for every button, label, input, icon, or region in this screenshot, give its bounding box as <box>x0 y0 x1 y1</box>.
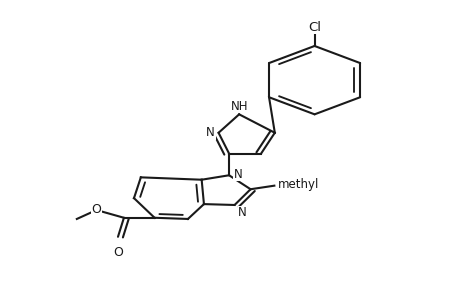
Text: N: N <box>233 168 242 181</box>
Text: NH: NH <box>230 100 247 113</box>
Text: N: N <box>238 206 246 220</box>
Text: methyl: methyl <box>277 178 319 191</box>
Text: N: N <box>206 126 214 139</box>
Text: O: O <box>113 246 123 259</box>
Text: O: O <box>91 203 101 216</box>
Text: Cl: Cl <box>308 21 320 34</box>
